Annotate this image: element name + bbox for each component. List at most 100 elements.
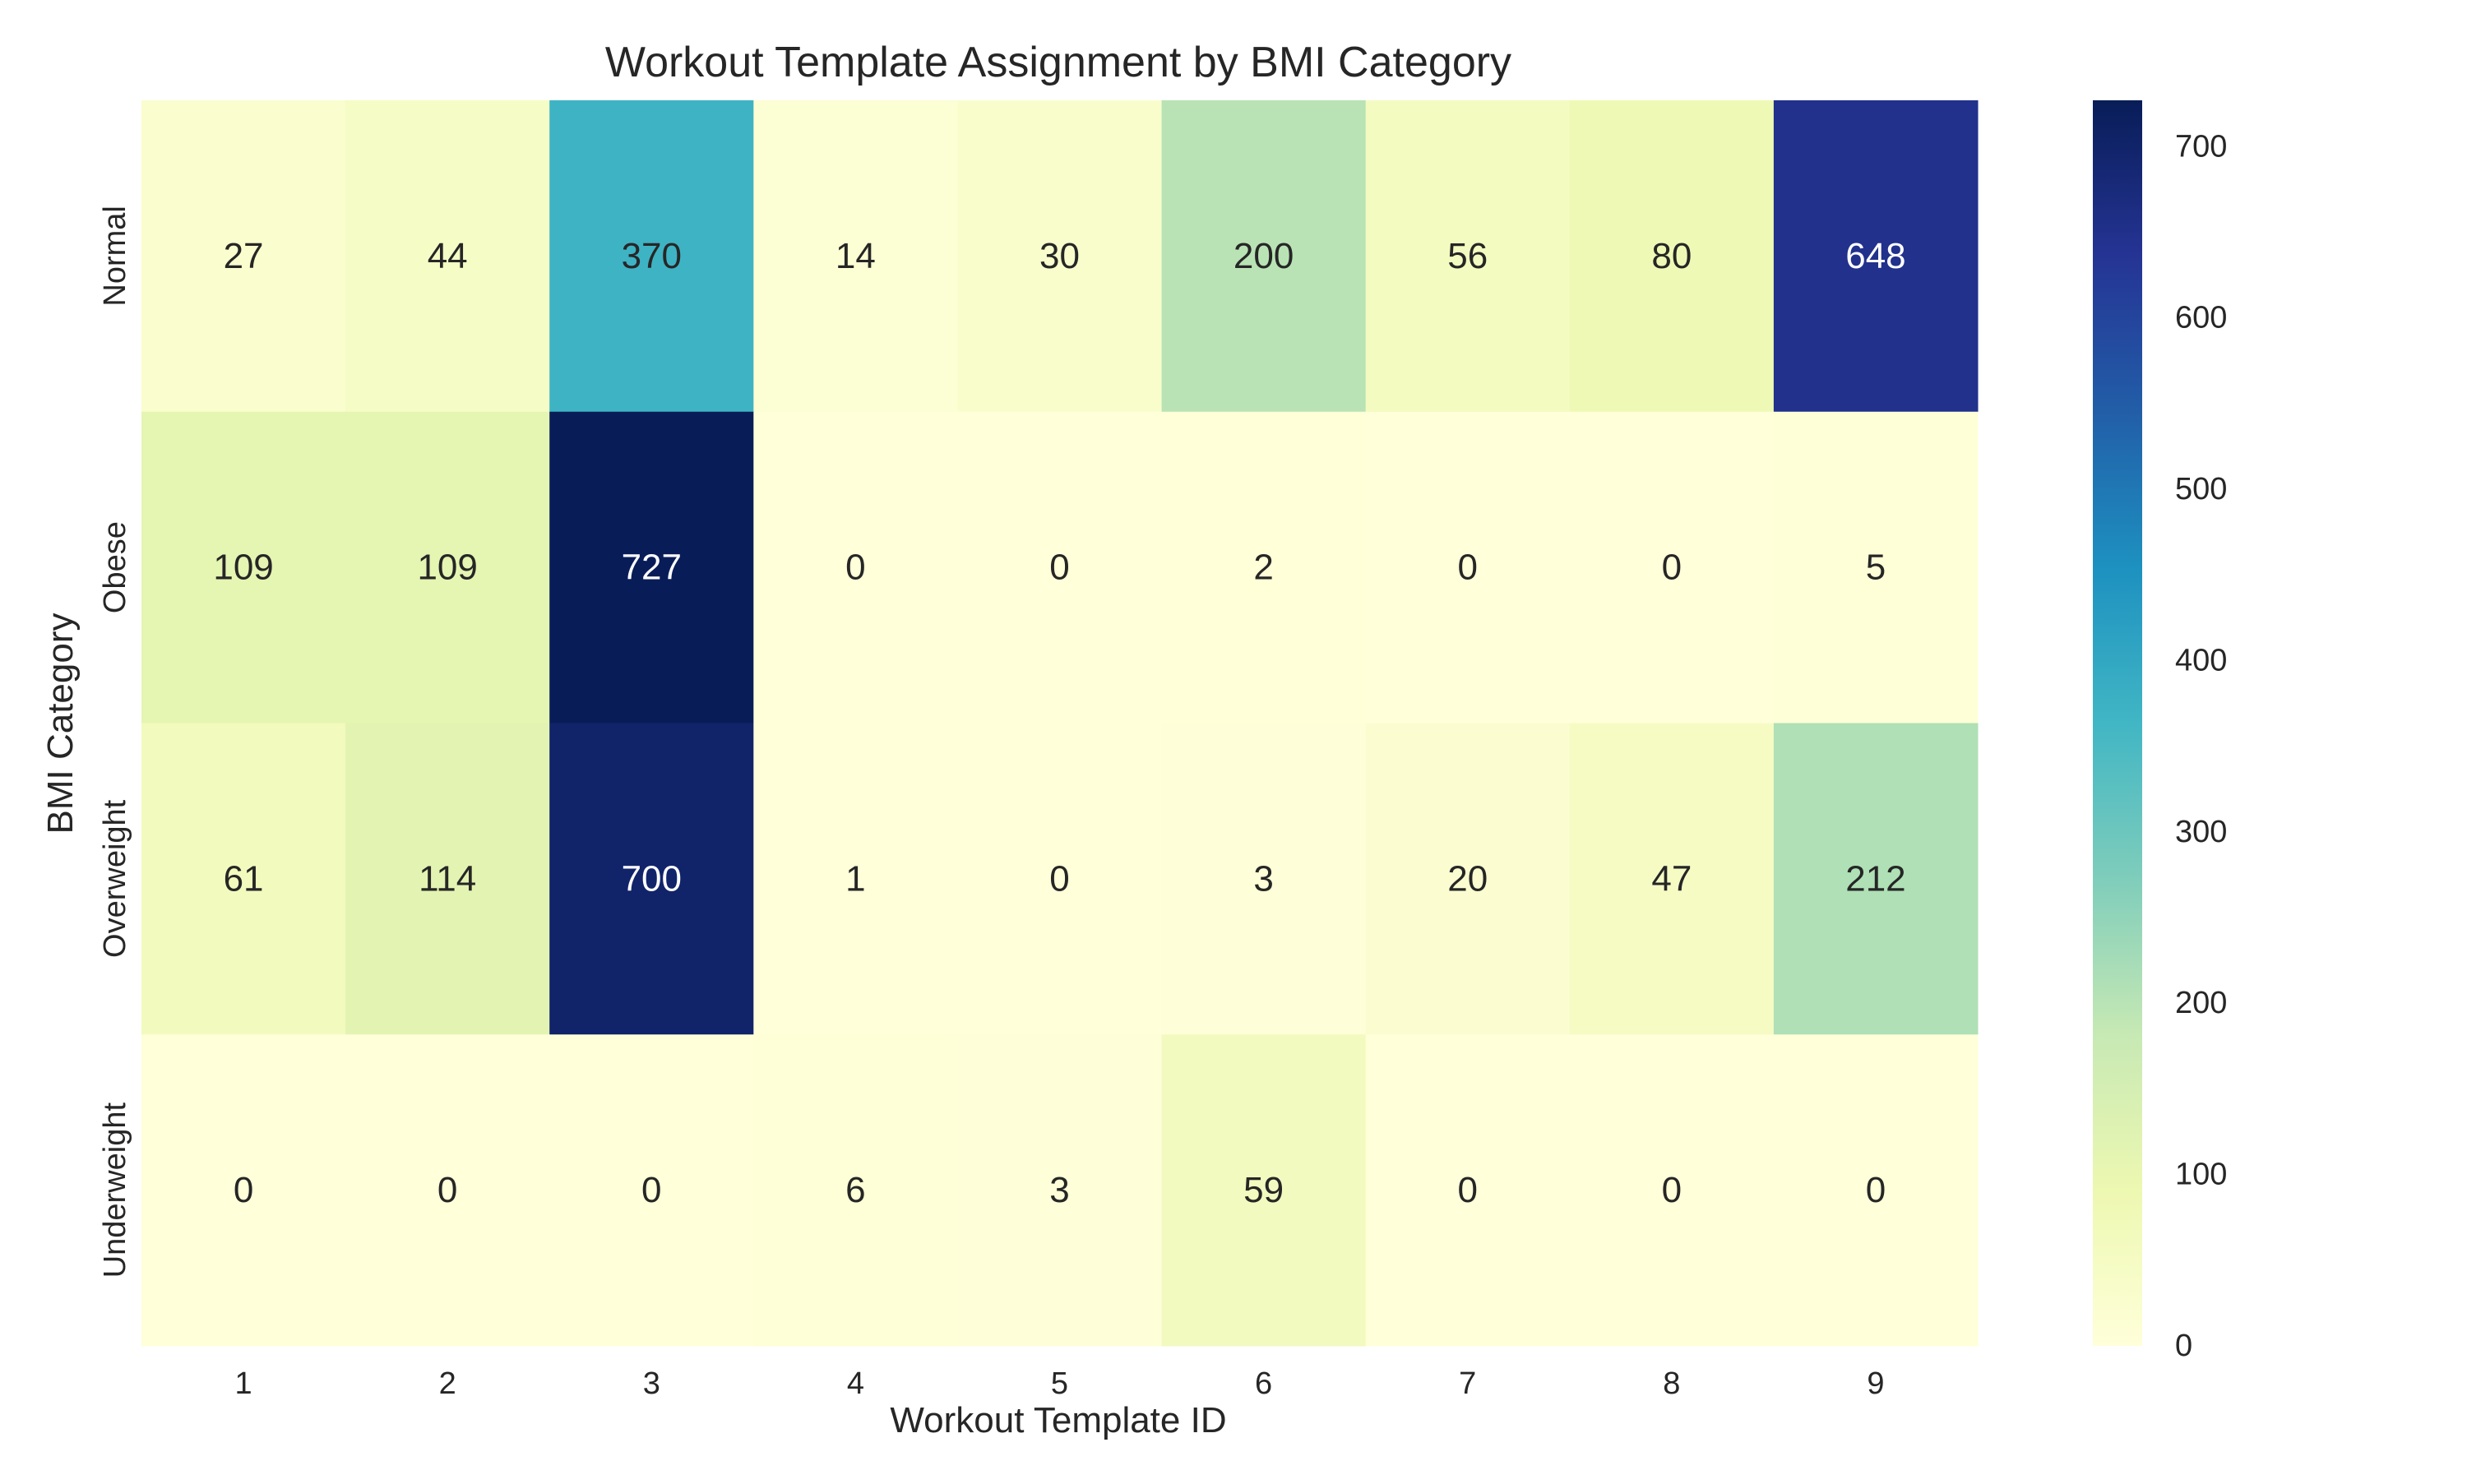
cell-value-label: 0 <box>1457 548 1477 588</box>
y-tick-label: Normal <box>98 206 132 306</box>
cell-value-label: 59 <box>1243 1170 1284 1210</box>
cell-value-label: 27 <box>224 236 264 276</box>
colorbar-tick-label: 200 <box>2175 986 2227 1020</box>
heatmap-cell <box>1569 723 1775 1035</box>
heatmap-cell <box>549 1034 754 1347</box>
heatmap-cell <box>1569 411 1775 724</box>
cell-value-label: 3 <box>1253 858 1273 899</box>
x-tick-label: 2 <box>439 1366 456 1401</box>
heatmap-cell <box>345 1034 550 1347</box>
cell-value-label: 700 <box>622 858 682 899</box>
heatmap-cell <box>957 100 1163 413</box>
heatmap-cell <box>1161 723 1367 1035</box>
y-axis-label: BMI Category <box>40 613 81 834</box>
heatmap-cell <box>141 1034 346 1347</box>
heatmap-cell <box>753 411 958 724</box>
colorbar <box>2093 100 2142 1346</box>
cell-value-label: 61 <box>224 858 264 899</box>
x-tick-label: 1 <box>234 1366 252 1401</box>
cell-value-label: 2 <box>1253 548 1273 588</box>
cell-value-label: 0 <box>1662 548 1682 588</box>
cell-value-label: 0 <box>1457 1170 1477 1210</box>
cell-value-label: 114 <box>419 858 476 899</box>
heatmap-cell <box>1161 100 1367 413</box>
x-tick-label: 7 <box>1459 1366 1476 1401</box>
colorbar-tick-label: 700 <box>2175 129 2227 164</box>
heatmap-cells <box>141 100 1979 1347</box>
colorbar-tick-label: 500 <box>2175 472 2227 506</box>
chart-title: Workout Template Assignment by BMI Categ… <box>605 39 1511 86</box>
cell-value-label: 0 <box>437 1170 457 1210</box>
cell-value-label: 0 <box>1662 1170 1682 1210</box>
y-tick-label: Underweight <box>98 1103 132 1278</box>
cell-value-label: 30 <box>1039 236 1080 276</box>
heatmap-cell <box>345 723 550 1035</box>
colorbar-tick-label: 300 <box>2175 815 2227 849</box>
cell-value-label: 109 <box>417 548 477 588</box>
cell-value-label: 212 <box>1845 858 1905 899</box>
cell-value-label: 3 <box>1049 1170 1069 1210</box>
cell-value-label: 6 <box>845 1170 865 1210</box>
colorbar-tick-label: 0 <box>2175 1329 2192 1363</box>
heatmap-cell <box>1365 723 1571 1035</box>
x-tick-label: 8 <box>1663 1366 1680 1401</box>
x-tick-labels: 1 2 3 4 5 6 7 8 9 <box>234 1366 1884 1401</box>
x-tick-label: 3 <box>643 1366 660 1401</box>
heatmap-cell <box>1773 723 1979 1035</box>
cell-value-label: 20 <box>1447 858 1488 899</box>
cell-value-label: 0 <box>234 1170 253 1210</box>
heatmap-cell <box>549 411 754 724</box>
heatmap-cell <box>141 411 346 724</box>
x-axis-label: Workout Template ID <box>890 1400 1226 1440</box>
heatmap-cell <box>1569 100 1775 413</box>
y-tick-label: Overweight <box>98 799 132 958</box>
heatmap-cell <box>1569 1034 1775 1347</box>
x-tick-label: 9 <box>1867 1366 1884 1401</box>
y-tick-labels: Normal Obese Overweight Underweight <box>98 206 132 1278</box>
heatmap-cell <box>141 723 346 1035</box>
heatmap-cell <box>753 1034 958 1347</box>
heatmap-cell <box>1773 1034 1979 1347</box>
heatmap-cell <box>1365 100 1571 413</box>
heatmap-cell <box>1161 411 1367 724</box>
cell-value-label: 1 <box>845 858 865 899</box>
cell-value-label: 648 <box>1845 236 1905 276</box>
colorbar-tick-labels: 0 100 200 300 400 500 600 700 <box>2175 129 2227 1363</box>
heatmap-cell <box>1365 1034 1571 1347</box>
heatmap-cell <box>549 100 754 413</box>
cell-value-label: 0 <box>641 1170 661 1210</box>
heatmap-cell <box>1365 411 1571 724</box>
colorbar-tick-label: 100 <box>2175 1158 2227 1192</box>
heatmap-cell <box>957 723 1163 1035</box>
colorbar-tick-label: 400 <box>2175 643 2227 677</box>
cell-value-label: 109 <box>213 548 273 588</box>
cell-value-label: 370 <box>622 236 682 276</box>
cell-value-label: 0 <box>1866 1170 1886 1210</box>
heatmap-cell <box>957 411 1163 724</box>
heatmap-cell <box>957 1034 1163 1347</box>
y-tick-label: Obese <box>98 521 132 613</box>
heatmap-cell <box>753 723 958 1035</box>
cell-value-label: 200 <box>1234 236 1294 276</box>
x-tick-label: 4 <box>847 1366 864 1401</box>
heatmap-cell <box>549 723 754 1035</box>
cell-value-label: 0 <box>1049 858 1069 899</box>
cell-value-label: 5 <box>1866 548 1886 588</box>
x-tick-label: 6 <box>1255 1366 1272 1401</box>
heatmap-cell <box>1773 100 1979 413</box>
x-tick-label: 5 <box>1051 1366 1068 1401</box>
cell-value-label: 56 <box>1447 236 1488 276</box>
cell-value-label: 727 <box>622 548 682 588</box>
heatmap-cell <box>345 100 550 413</box>
heatmap-cell <box>345 411 550 724</box>
cell-value-label: 0 <box>1049 548 1069 588</box>
heatmap-cell <box>753 100 958 413</box>
cell-value-label: 47 <box>1651 858 1692 899</box>
heatmap-cell <box>1161 1034 1367 1347</box>
cell-value-label: 14 <box>835 236 876 276</box>
heatmap-cell <box>1773 411 1979 724</box>
cell-value-label: 80 <box>1651 236 1692 276</box>
